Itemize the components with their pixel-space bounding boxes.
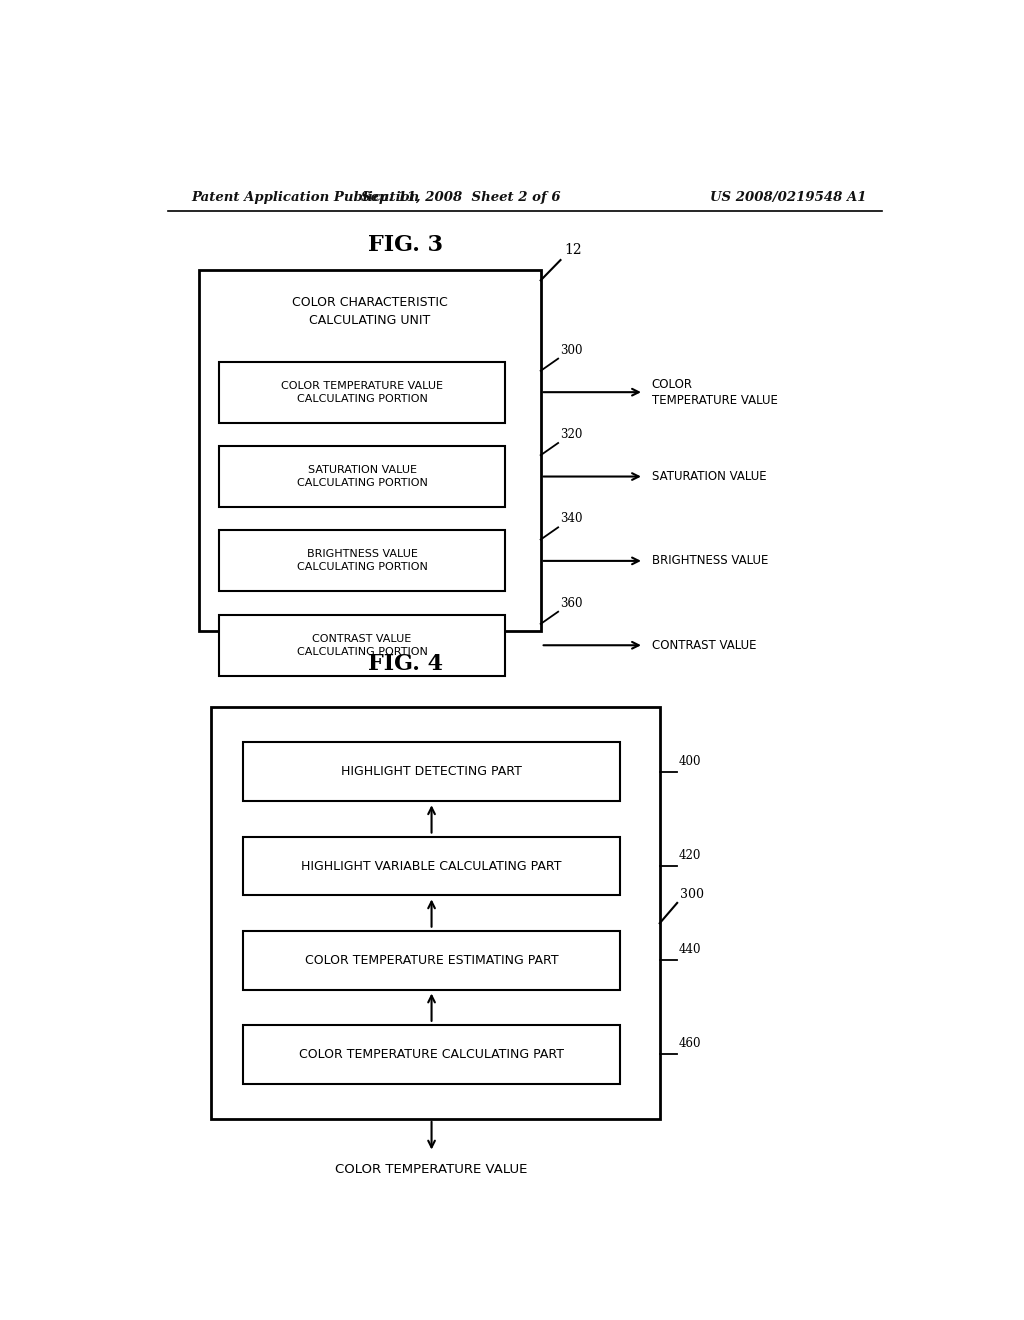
Bar	[200, 271, 541, 631]
Text: 460: 460	[679, 1038, 701, 1051]
Text: COLOR TEMPERATURE CALCULATING PART: COLOR TEMPERATURE CALCULATING PART	[299, 1048, 564, 1061]
Bar	[219, 446, 505, 507]
Text: 420: 420	[679, 849, 701, 862]
Bar	[211, 708, 659, 1119]
Bar	[243, 837, 620, 895]
Text: HIGHLIGHT DETECTING PART: HIGHLIGHT DETECTING PART	[341, 766, 522, 779]
Bar	[243, 931, 620, 990]
Text: 440: 440	[679, 942, 701, 956]
Text: BRIGHTNESS VALUE: BRIGHTNESS VALUE	[652, 554, 768, 568]
Text: FIG. 3: FIG. 3	[369, 234, 443, 256]
Text: COLOR CHARACTERISTIC
CALCULATING UNIT: COLOR CHARACTERISTIC CALCULATING UNIT	[292, 296, 447, 326]
Text: CONTRAST VALUE: CONTRAST VALUE	[652, 639, 757, 652]
Text: 400: 400	[679, 755, 701, 768]
Text: Patent Application Publication: Patent Application Publication	[191, 190, 420, 203]
Bar	[219, 531, 505, 591]
Bar	[219, 362, 505, 422]
Text: 300: 300	[680, 888, 703, 900]
Text: 300: 300	[560, 343, 583, 356]
Text: 340: 340	[560, 512, 583, 525]
Text: COLOR TEMPERATURE VALUE: COLOR TEMPERATURE VALUE	[336, 1163, 527, 1176]
Text: US 2008/0219548 A1: US 2008/0219548 A1	[710, 190, 866, 203]
Text: SATURATION VALUE: SATURATION VALUE	[652, 470, 766, 483]
Text: COLOR
TEMPERATURE VALUE: COLOR TEMPERATURE VALUE	[652, 378, 777, 407]
Text: HIGHLIGHT VARIABLE CALCULATING PART: HIGHLIGHT VARIABLE CALCULATING PART	[301, 859, 562, 873]
Text: COLOR TEMPERATURE ESTIMATING PART: COLOR TEMPERATURE ESTIMATING PART	[305, 953, 558, 966]
Bar	[243, 742, 620, 801]
Text: 12: 12	[564, 243, 582, 257]
Bar	[243, 1024, 620, 1084]
Text: COLOR TEMPERATURE VALUE
CALCULATING PORTION: COLOR TEMPERATURE VALUE CALCULATING PORT…	[282, 380, 443, 404]
Text: BRIGHTNESS VALUE
CALCULATING PORTION: BRIGHTNESS VALUE CALCULATING PORTION	[297, 549, 428, 573]
Text: FIG. 4: FIG. 4	[369, 652, 443, 675]
Text: CONTRAST VALUE
CALCULATING PORTION: CONTRAST VALUE CALCULATING PORTION	[297, 634, 428, 657]
Text: SATURATION VALUE
CALCULATING PORTION: SATURATION VALUE CALCULATING PORTION	[297, 465, 428, 488]
Text: Sep. 11, 2008  Sheet 2 of 6: Sep. 11, 2008 Sheet 2 of 6	[361, 190, 561, 203]
Bar	[219, 615, 505, 676]
Text: 360: 360	[560, 597, 583, 610]
Text: 320: 320	[560, 428, 583, 441]
